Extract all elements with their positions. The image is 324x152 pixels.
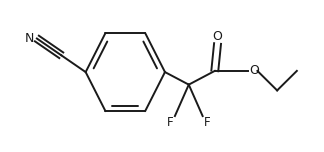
Text: F: F [204, 116, 211, 129]
Text: F: F [167, 116, 173, 129]
Text: O: O [213, 30, 223, 43]
Text: O: O [249, 64, 260, 77]
Text: N: N [24, 32, 34, 45]
